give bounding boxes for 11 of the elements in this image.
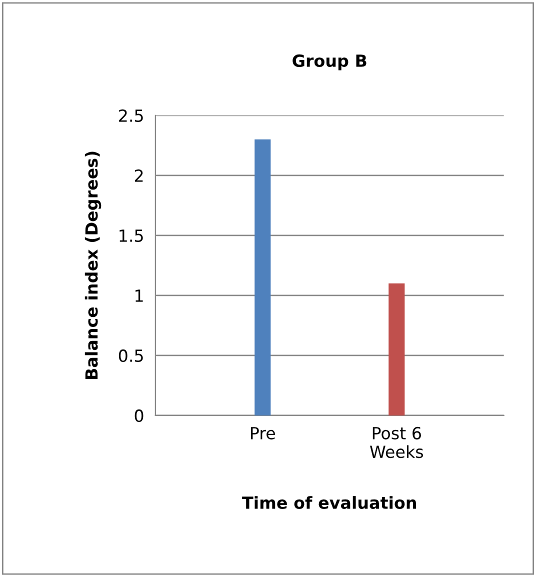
x-tick-label: Pre: [251, 427, 275, 440]
y-tick-label: 0: [134, 409, 144, 422]
y-axis-title: Balance index (Degrees): [84, 152, 102, 379]
chart-title: Group B: [292, 54, 366, 70]
y-tick-label: 1: [136, 290, 143, 302]
x-axis-title: Time of evaluation: [242, 496, 416, 509]
y-tick-label: 2.5: [119, 109, 143, 122]
y-tick-label: 2: [134, 169, 143, 182]
y-tick-label: 0.5: [118, 349, 143, 362]
x-tick-label: Post 6 Weeks: [370, 426, 423, 458]
y-tick-label: 1.5: [120, 230, 143, 242]
